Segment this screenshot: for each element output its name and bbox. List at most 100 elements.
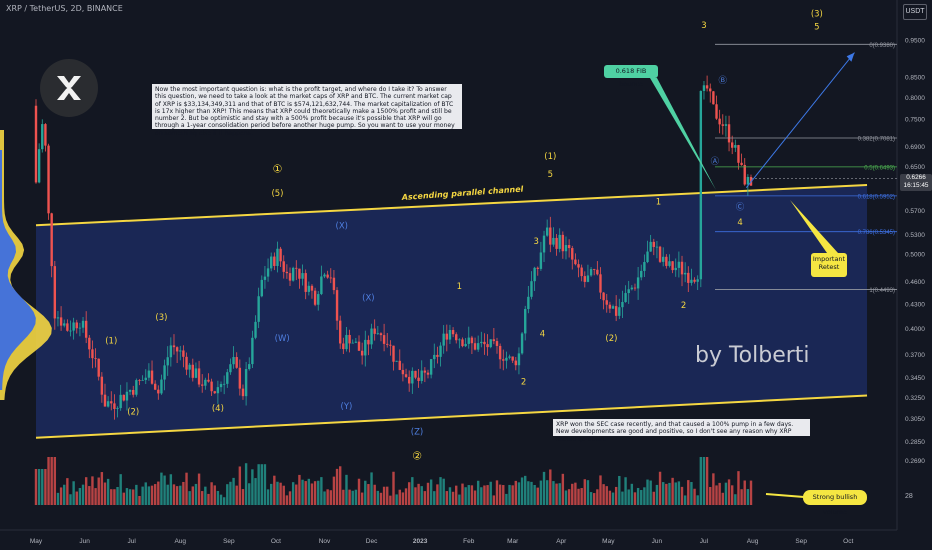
- volume-bar: [53, 457, 57, 505]
- volume-bar: [376, 490, 380, 505]
- candle-body: [229, 364, 232, 373]
- candle-body: [34, 105, 38, 183]
- wave-label: (5): [271, 189, 283, 199]
- candle-body: [163, 365, 166, 380]
- volume-bar: [204, 486, 207, 505]
- candle-body: [44, 124, 47, 146]
- candle-body: [97, 358, 100, 377]
- time-axis-label: Apr: [556, 538, 567, 545]
- volume-bar: [407, 482, 411, 505]
- candle-body: [636, 277, 640, 289]
- candle-body: [106, 401, 110, 407]
- volume-bar: [539, 480, 543, 505]
- volume-bar: [448, 487, 452, 505]
- volume-bar: [433, 491, 436, 505]
- volume-bar: [536, 487, 539, 505]
- wave-label: ①: [273, 163, 283, 176]
- candle-body: [238, 367, 242, 389]
- volume-bar: [132, 489, 135, 505]
- candle-body: [411, 370, 414, 384]
- wave-label: (1): [105, 337, 117, 347]
- volume-bar: [420, 486, 423, 505]
- volume-bar: [147, 486, 151, 505]
- candle-body: [436, 354, 439, 357]
- candle-body: [251, 337, 254, 365]
- volume-bar: [542, 471, 546, 505]
- volume-bar: [414, 487, 417, 505]
- volume-bar: [141, 486, 144, 505]
- volume-bar: [41, 469, 44, 505]
- candle-body: [241, 388, 245, 397]
- volume-bar: [608, 490, 612, 505]
- volume-bar: [219, 494, 223, 505]
- candle-body: [266, 268, 270, 277]
- volume-bar: [480, 487, 483, 505]
- candle-body: [153, 383, 157, 390]
- candle-body: [41, 124, 44, 150]
- candle-body: [743, 164, 746, 185]
- candle-body: [580, 267, 583, 277]
- volume-bar: [342, 489, 345, 505]
- candle-body: [734, 145, 737, 148]
- current-price-value: 0.6266: [906, 174, 926, 181]
- candle-body: [169, 345, 173, 358]
- candle-body: [273, 256, 276, 266]
- time-axis-label: Sep: [223, 538, 235, 545]
- volume-bar: [718, 482, 721, 505]
- volume-bar: [486, 485, 489, 505]
- candle-body: [235, 357, 238, 368]
- candle-body: [285, 271, 289, 274]
- fib-bounce-pointer: [650, 78, 716, 190]
- candle-body: [727, 124, 731, 143]
- currency-button[interactable]: USDT: [903, 4, 927, 20]
- candle-body: [216, 387, 220, 394]
- candle-body: [473, 343, 477, 350]
- candle-body: [254, 321, 257, 338]
- chart-symbol-title: XRP / TetherUS, 2D, BINANCE: [6, 4, 123, 13]
- fib-bounce-callout: 0.618 FIB bounce: [604, 65, 658, 88]
- volume-bar: [194, 483, 198, 505]
- candle-body: [451, 330, 455, 335]
- candle-body: [589, 269, 593, 276]
- volume-bar: [627, 489, 630, 505]
- candle-body: [724, 124, 728, 126]
- volume-bar: [404, 488, 408, 505]
- candle-body: [709, 88, 712, 92]
- candle-body: [382, 335, 386, 344]
- volume-bar: [88, 486, 91, 505]
- candle-body: [132, 389, 135, 395]
- candle-body: [583, 276, 586, 282]
- volume-bar: [470, 485, 474, 505]
- volume-scale-label: 28: [905, 493, 913, 500]
- volume-bar: [75, 491, 78, 505]
- volume-bar: [445, 491, 449, 505]
- volume-bar: [144, 482, 147, 505]
- wave-label: (W): [275, 334, 290, 344]
- candle-body: [611, 306, 615, 309]
- candle-body: [699, 90, 703, 280]
- volume-bar: [166, 484, 169, 505]
- volume-bar: [138, 495, 141, 505]
- candle-body: [37, 149, 41, 183]
- volume-bar: [614, 486, 618, 505]
- candle-body: [201, 384, 204, 386]
- candle-body: [103, 394, 107, 407]
- volume-bar: [282, 485, 285, 505]
- volume-bar: [533, 484, 536, 505]
- volume-bar: [423, 491, 427, 505]
- volume-bar: [495, 480, 499, 505]
- volume-callout: Strong bullish volume: [803, 490, 867, 516]
- candle-body: [260, 279, 263, 297]
- candle-body: [360, 350, 364, 356]
- candle-body: [470, 337, 474, 344]
- volume-bar: [545, 480, 549, 505]
- volume-bar: [564, 490, 568, 505]
- volume-bar: [128, 489, 132, 505]
- candle-body: [47, 145, 50, 214]
- candle-body: [160, 379, 163, 394]
- volume-bar: [577, 488, 580, 505]
- candle-body: [730, 142, 734, 148]
- fib-level-label: 0.618(0.5952): [858, 194, 895, 200]
- volume-bar: [238, 466, 242, 505]
